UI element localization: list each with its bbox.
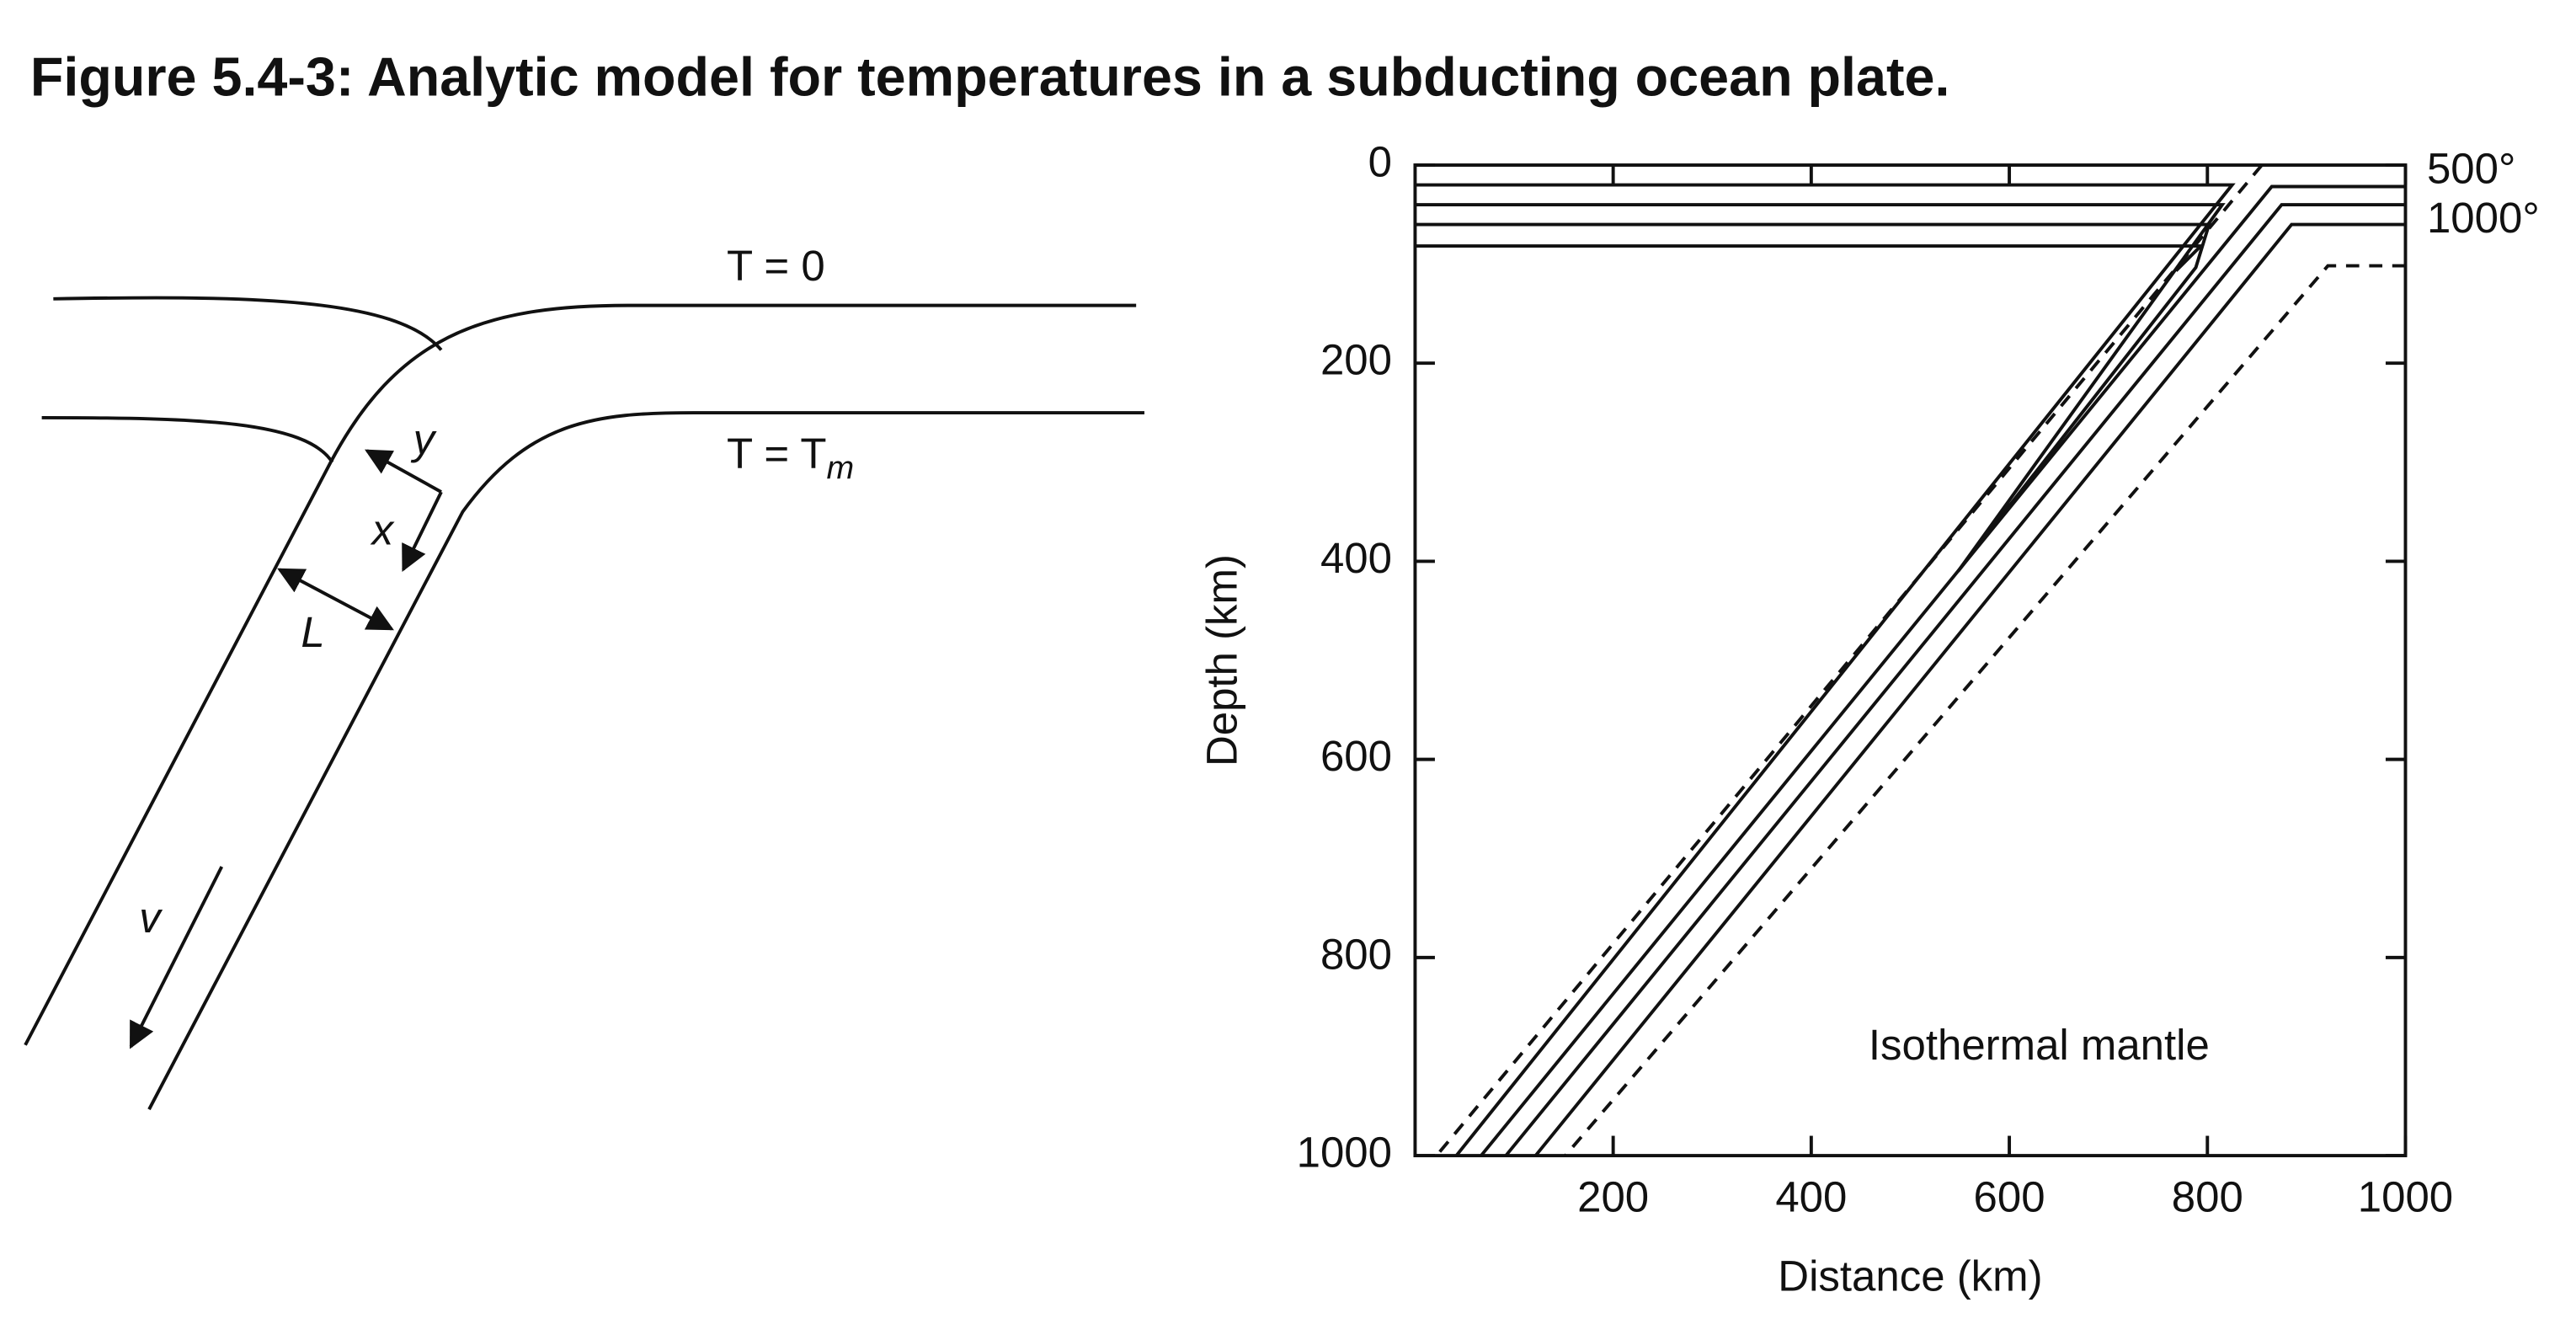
isotherm [1415, 203, 2226, 573]
x-label: x [370, 506, 395, 554]
annotation: 1000° [2427, 194, 2540, 242]
x-tick-label: 800 [2172, 1172, 2243, 1220]
l-label: L [301, 608, 324, 656]
x-tick-label: 600 [1974, 1172, 2045, 1220]
y-axis-label: Depth (km) [1197, 554, 1245, 766]
top-label: T = 0 [727, 242, 825, 290]
slab-diagram: T = 0 T = Tm y x L v [24, 242, 1144, 1111]
x-tick-label: 400 [1775, 1172, 1847, 1220]
plate-surface [53, 296, 443, 351]
isotherm [1504, 203, 2406, 1157]
y-tick-label: 400 [1320, 534, 1392, 582]
isotherm [1415, 244, 2205, 272]
l-arrow [277, 568, 394, 631]
bottom-label: T = Tm [727, 430, 854, 487]
x-axis-label: Distance (km) [1778, 1252, 2042, 1300]
bottom-label-text: T = T [727, 430, 826, 478]
bottom-label-sub: m [827, 451, 855, 487]
figure-title: Figure 5.4-3: Analytic model for tempera… [30, 46, 1950, 108]
y-tick-label: 1000 [1297, 1129, 1392, 1177]
slab-bottom [147, 411, 1144, 1111]
x-tick-label: 1000 [2358, 1172, 2453, 1220]
y-tick-label: 600 [1320, 732, 1392, 780]
isotherm [1435, 163, 2264, 1157]
isotherm [1480, 184, 2406, 1157]
isotherms [1415, 163, 2406, 1157]
x-arrow [402, 491, 443, 573]
chart: 500° 1000° Isothermal mantle Distance (k… [1197, 137, 2539, 1300]
annotation: Isothermal mantle [1869, 1021, 2210, 1069]
annotation: 500° [2427, 144, 2515, 192]
v-arrow [129, 866, 224, 1049]
slab-top [24, 303, 1137, 1046]
isotherm [1415, 183, 2236, 1157]
y-label: y [411, 415, 438, 463]
y-arrow [365, 449, 442, 494]
y-tick-label: 200 [1320, 336, 1392, 384]
y-tick-label: 800 [1320, 930, 1392, 978]
isotherm [1564, 264, 2406, 1157]
isotherm [1533, 222, 2406, 1157]
y-tick-label: 0 [1368, 137, 1392, 185]
v-label: v [139, 894, 163, 942]
plot-frame [1413, 163, 2408, 1158]
plate-base [41, 415, 334, 463]
x-tick-label: 200 [1577, 1172, 1649, 1220]
